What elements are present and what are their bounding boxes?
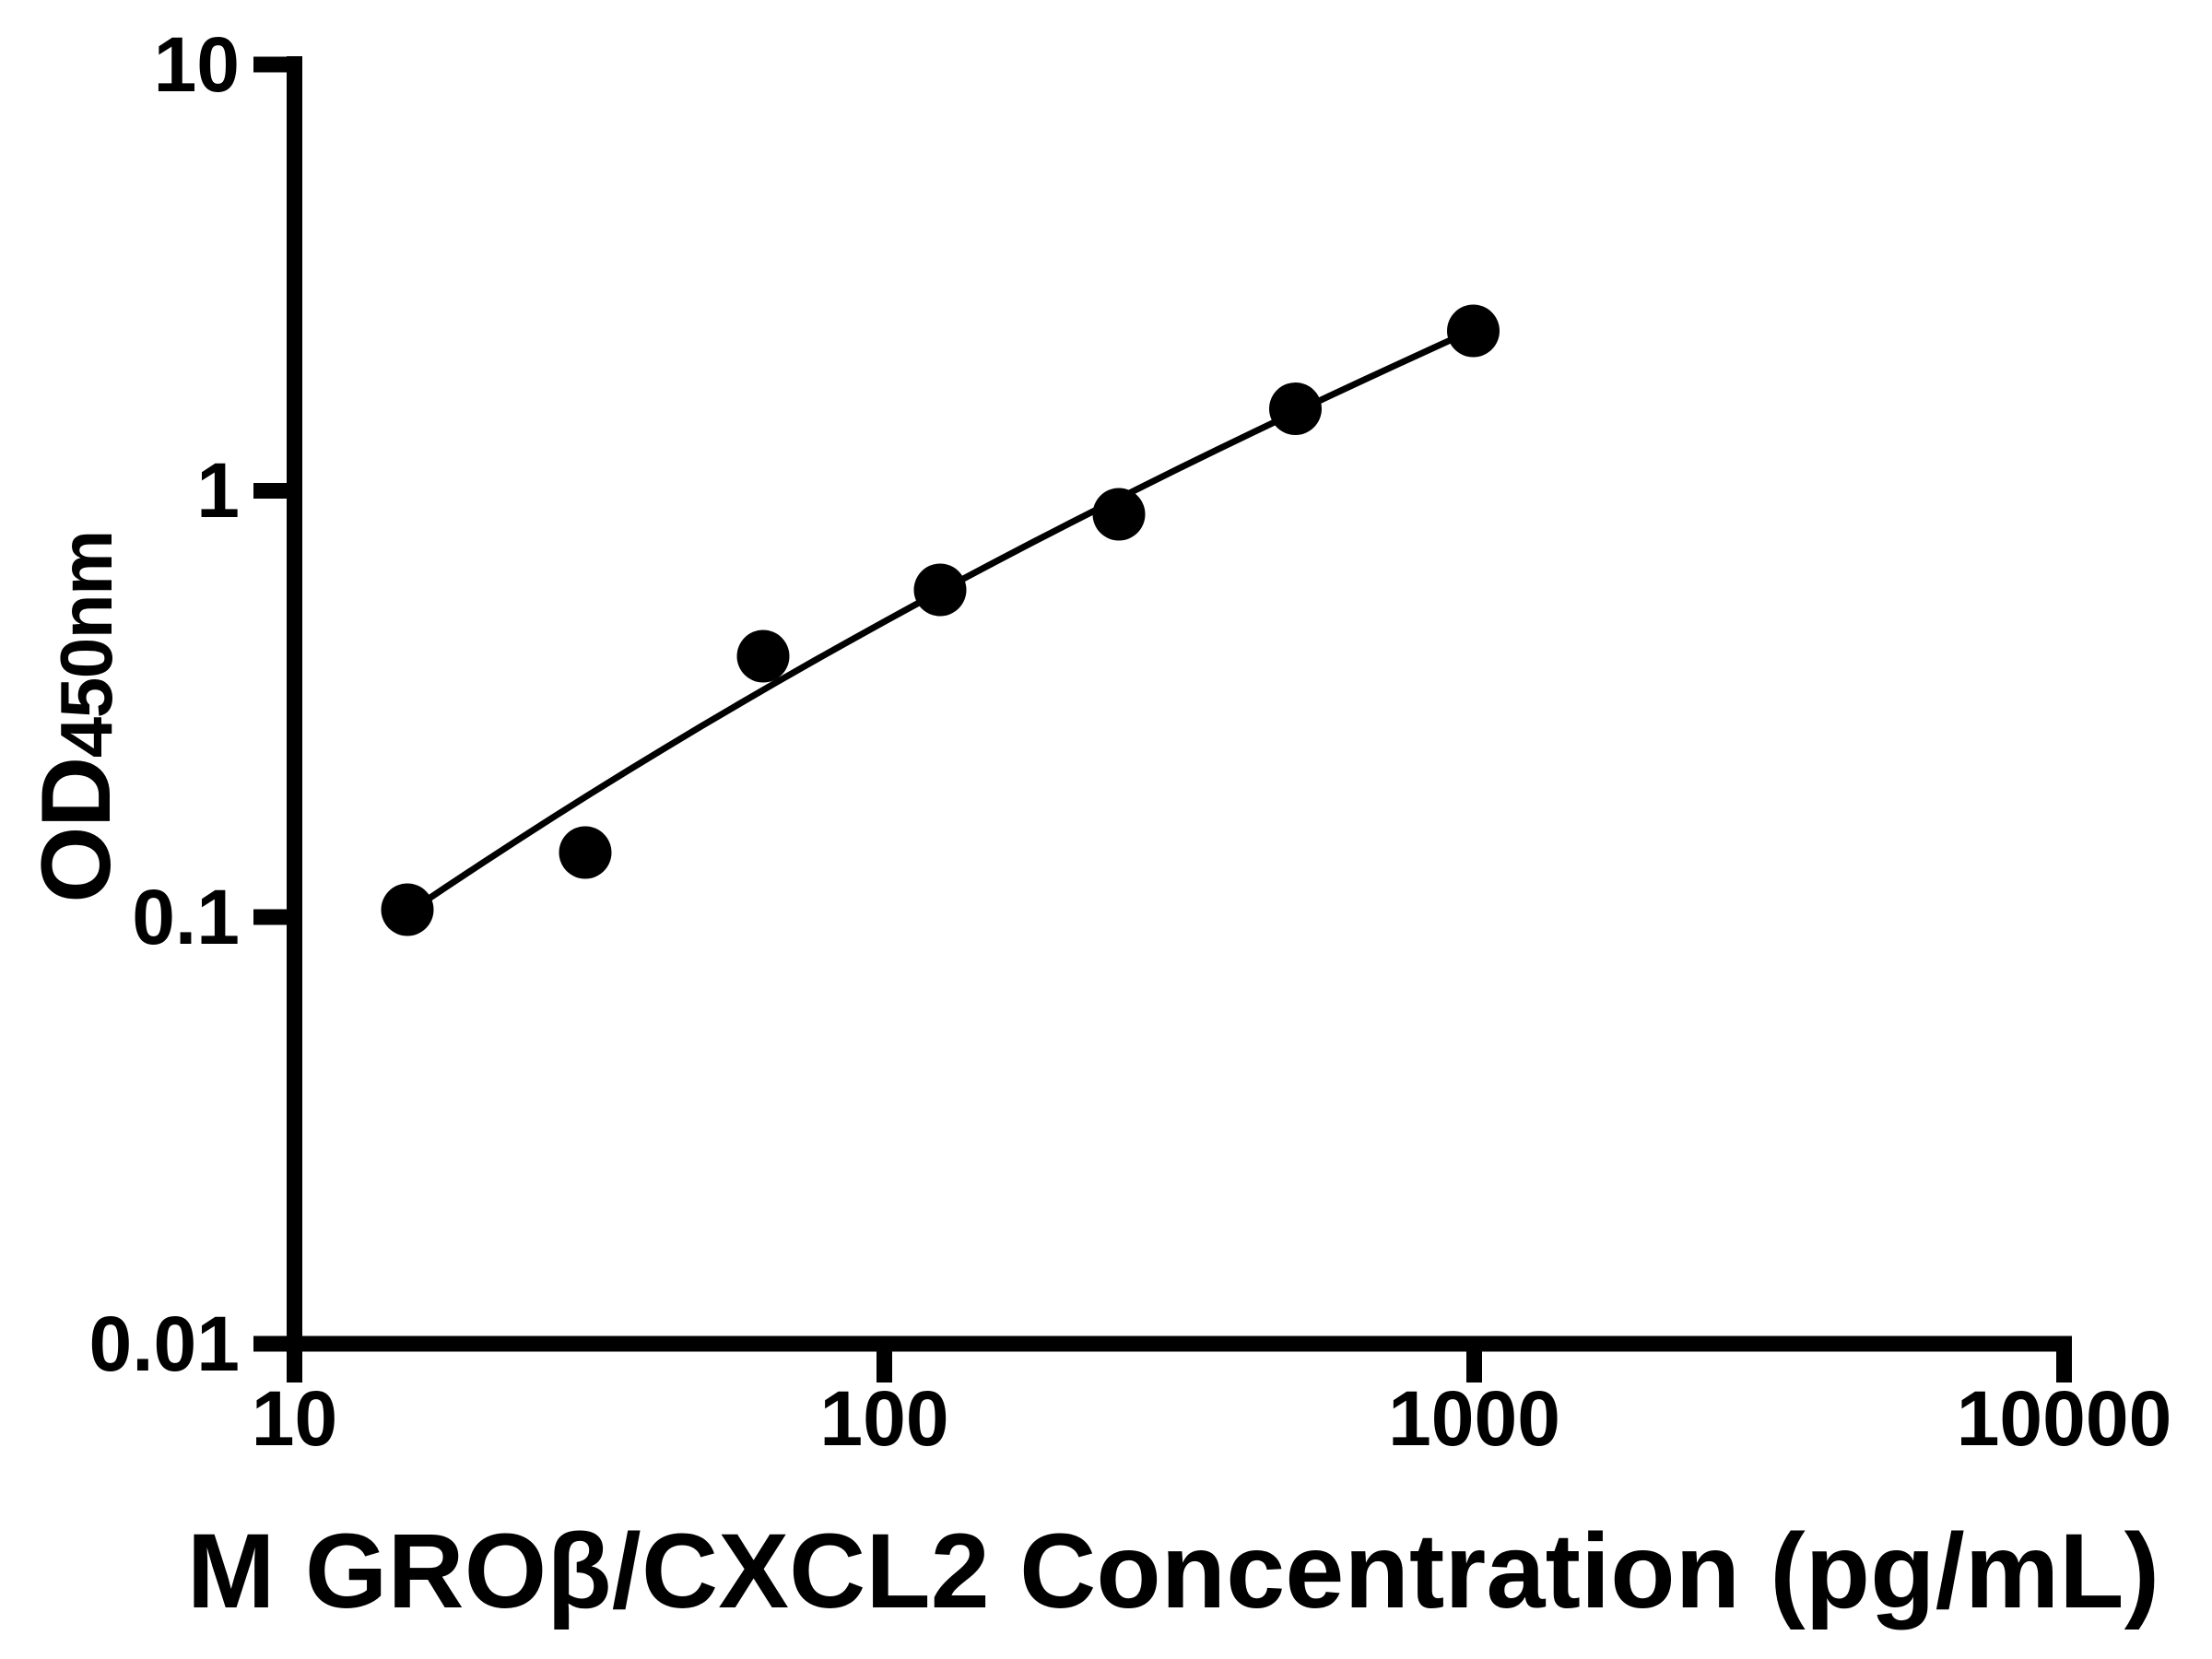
svg-text:1000: 1000	[1388, 1375, 1560, 1462]
svg-text:0.1: 0.1	[132, 874, 240, 960]
svg-text:100: 100	[819, 1375, 948, 1462]
svg-text:10000: 10000	[1957, 1375, 2172, 1462]
svg-text:10: 10	[154, 21, 240, 108]
svg-text:0.01: 0.01	[89, 1300, 241, 1387]
svg-text:1: 1	[196, 447, 240, 534]
svg-text:M GROβ/CXCL2 Concentration (pg: M GROβ/CXCL2 Concentration (pg/mL)	[187, 1512, 2160, 1630]
svg-text:10: 10	[252, 1375, 337, 1462]
